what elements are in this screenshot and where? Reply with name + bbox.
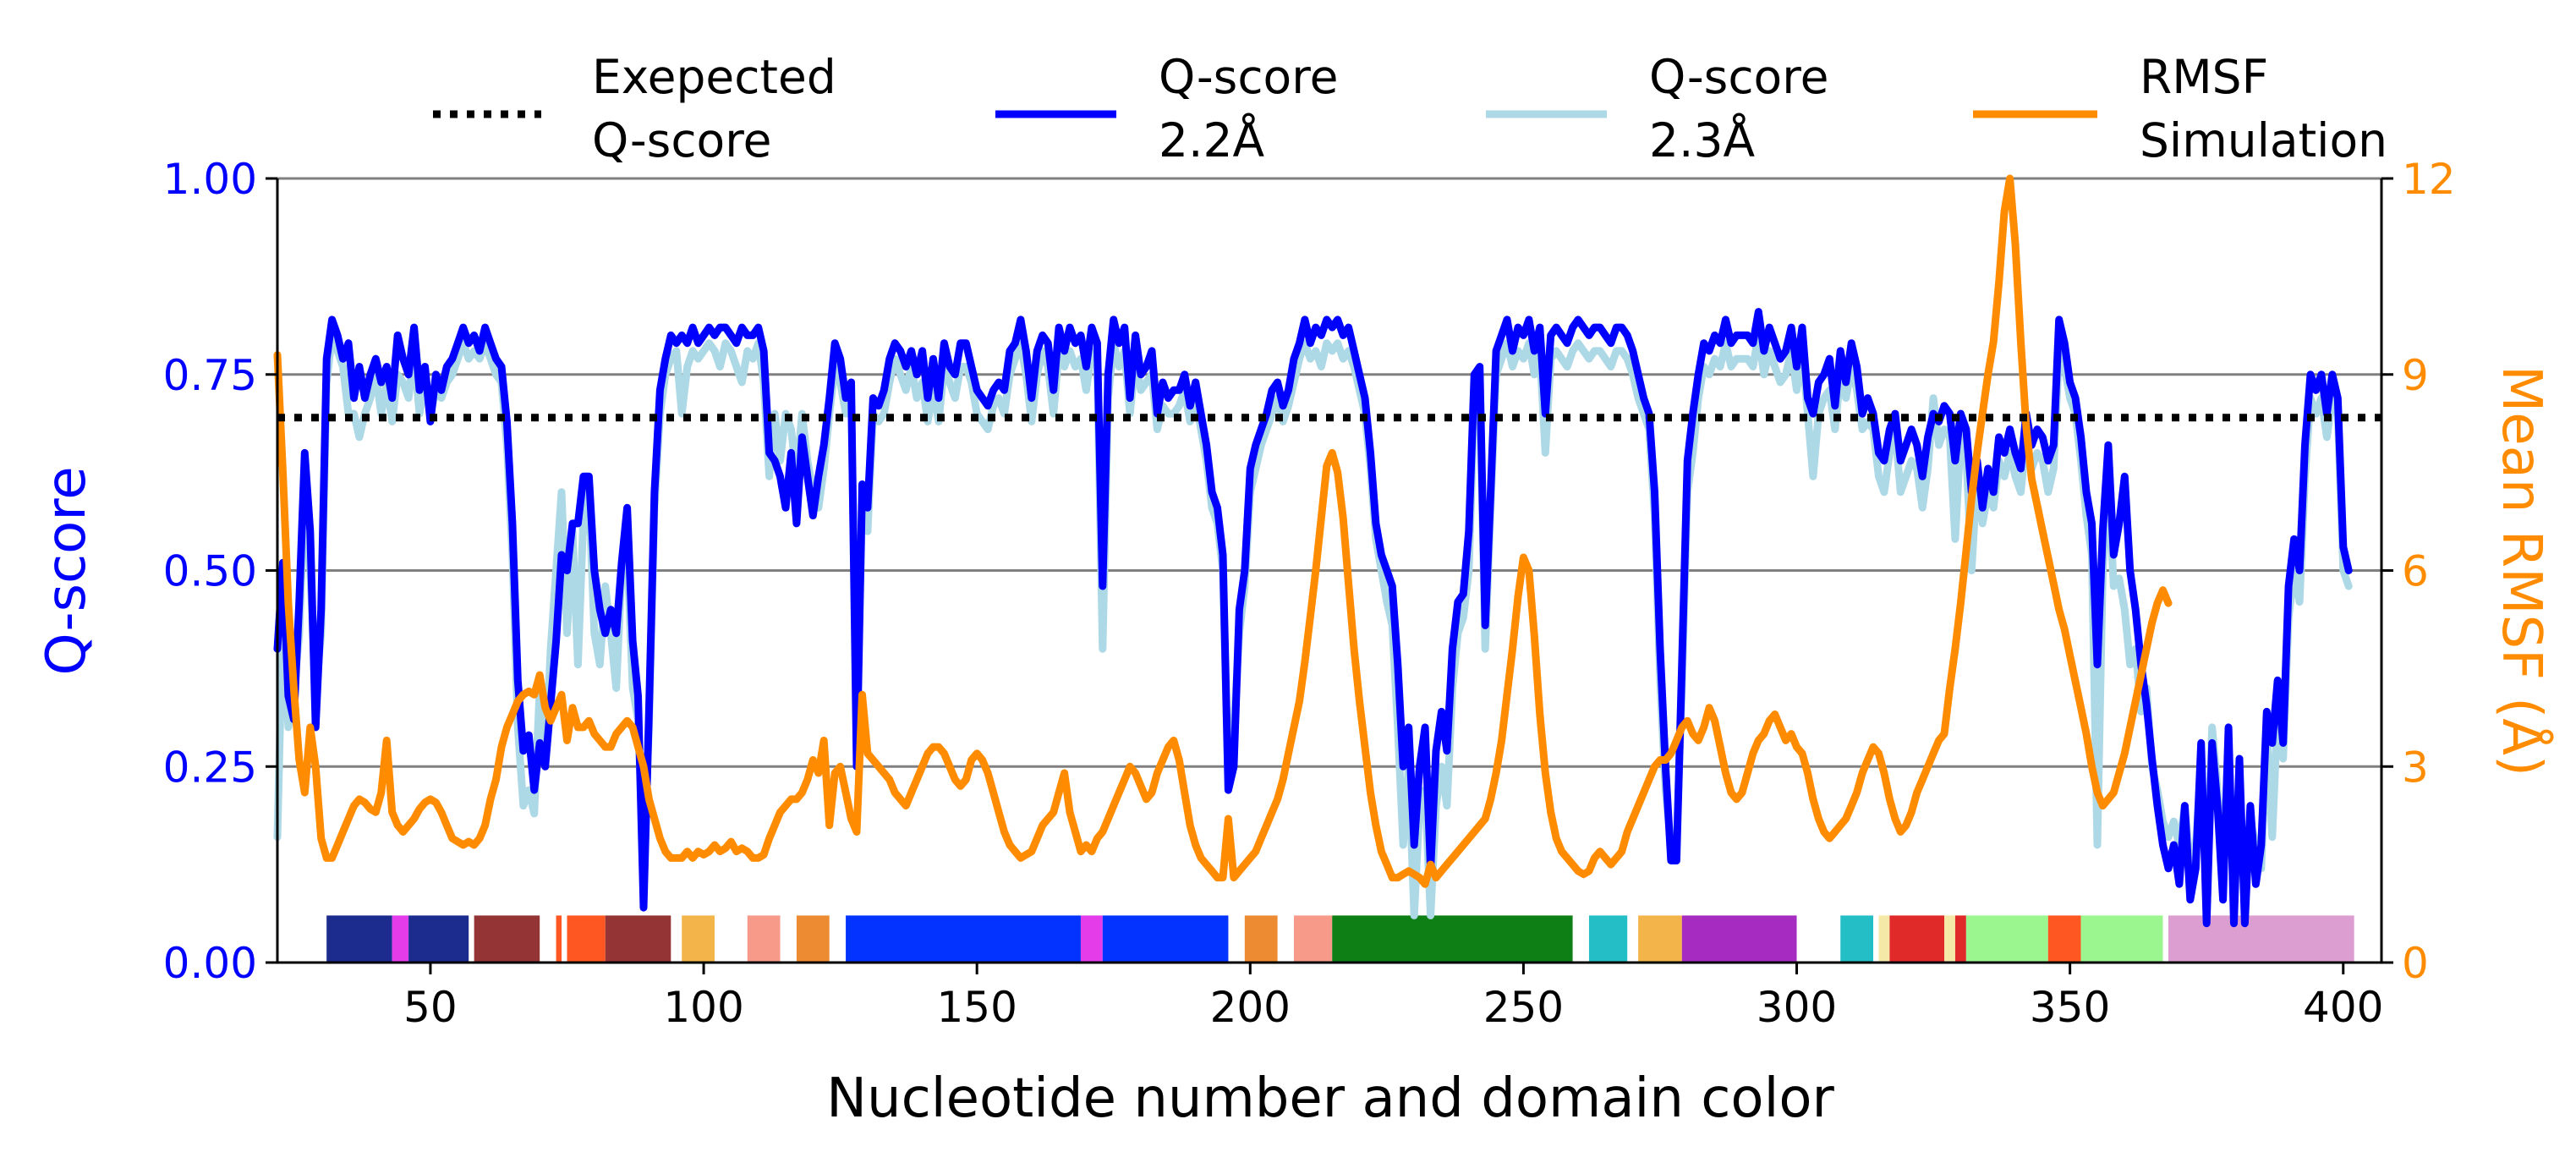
domain-segment [1965,915,2048,963]
legend-label-rmsf-line1: RMSF [2140,50,2268,104]
y-right-tick-label: 3 [2402,743,2429,792]
domain-segment [1332,915,1573,963]
x-tick-label: 400 [2303,983,2383,1032]
domain-segment [474,915,540,963]
domain-segment [682,915,715,963]
domain-segment [747,915,781,963]
domain-segment [2168,915,2354,963]
y-right-tick-label: 9 [2402,351,2429,400]
legend-entry-qscore-22: Q-score 2.2Å [995,50,1338,167]
x-tick-label: 300 [1757,983,1837,1032]
axes [266,177,2393,974]
y-right-tick-label: 12 [2402,155,2456,204]
y-right-tick-label: 6 [2402,547,2429,596]
legend-label-qscore-22-line1: Q-score [1159,50,1338,104]
domain-segment [2047,915,2081,963]
legend-entry-expected: Exepected Q-score [433,50,836,167]
legend-entry-rmsf: RMSF Simulation [1973,50,2387,167]
domain-segment [2080,915,2163,963]
x-tick-label: 200 [1210,983,1291,1032]
y-left-axis-title: Q-score [36,466,98,675]
y-right-axis-title: Mean RMSF (Å) [2490,365,2554,776]
legend-label-rmsf-line2: Simulation [2140,113,2387,167]
y-left-tick-label: 1.00 [163,155,257,204]
domain-segment [605,915,671,963]
y-right-tick-label: 0 [2402,939,2429,988]
domain-segment [796,915,830,963]
x-tick-label: 350 [2030,983,2110,1032]
domain-segment [392,915,409,963]
domain-segment [1293,915,1333,963]
domain-segment [1588,915,1628,963]
domain-segment [326,915,392,963]
y-left-tick-label: 0.50 [163,547,257,596]
legend-label-expected-line1: Exepected [592,50,836,104]
domain-segment [408,915,469,963]
domain-segment [1878,915,1890,963]
series-line [273,174,2173,888]
domain-segment [1244,915,1278,963]
domain-segment [1102,915,1229,963]
legend-label-expected-line2: Q-score [592,113,771,167]
legend-entry-qscore-23: Q-score 2.3Å [1486,50,1828,167]
domain-segment [1954,915,1966,963]
domain-segment [1638,915,1682,963]
tick-labels: 50 100 150 200 250 300 350 400 0.00 0.25 0.50 0.75 1… [163,155,2456,1032]
x-axis-title: Nucleotide number and domain color [826,1067,1834,1130]
series-lines [273,174,2381,928]
legend-label-qscore-23-line1: Q-score [1649,50,1828,104]
legend-label-qscore-23-line2: 2.3Å [1649,112,1755,167]
legend: Exepected Q-score Q-score 2.2Å Q-score 2… [433,50,2387,167]
domain-segment [1944,915,1955,963]
domain-segment [1840,915,1874,963]
domain-segment [1889,915,1945,963]
y-left-tick-label: 0.25 [163,743,257,792]
x-tick-label: 250 [1483,983,1564,1032]
x-tick-label: 100 [663,983,743,1032]
x-tick-label: 150 [936,983,1017,1032]
y-left-tick-label: 0.75 [163,351,257,400]
x-tick-label: 50 [403,983,458,1032]
domain-segment [846,915,1081,963]
legend-label-qscore-22-line2: 2.2Å [1159,112,1264,167]
domain-color-bar [326,915,2354,963]
y-left-tick-label: 0.00 [163,939,257,988]
domain-segment [1080,915,1103,963]
domain-segment [1681,915,1797,963]
series-line [273,308,2353,928]
domain-segment [567,915,606,963]
domain-segment [556,915,562,963]
